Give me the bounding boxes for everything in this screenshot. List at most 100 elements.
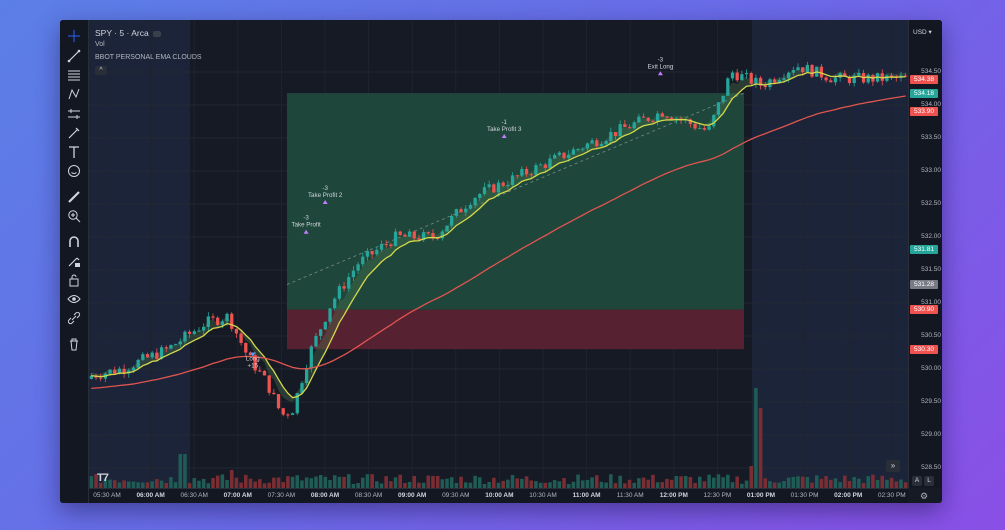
candle-body bbox=[164, 347, 168, 349]
volume-bar bbox=[627, 479, 632, 488]
auto-scale-button[interactable]: A bbox=[912, 476, 922, 486]
volume-bar bbox=[758, 408, 763, 488]
trash-icon[interactable] bbox=[66, 336, 82, 352]
candle-body bbox=[866, 75, 870, 83]
volume-bar bbox=[885, 479, 889, 488]
time-tick-label: 05:30 AM bbox=[93, 492, 121, 499]
candle-body bbox=[571, 149, 576, 155]
volume-bar bbox=[314, 476, 318, 488]
brush-icon[interactable] bbox=[66, 125, 82, 141]
eye-icon[interactable] bbox=[66, 291, 82, 307]
ema-fast-line bbox=[91, 71, 906, 399]
fib-icon[interactable] bbox=[66, 67, 82, 83]
candle-body bbox=[749, 73, 753, 84]
volume-bar bbox=[328, 480, 332, 488]
trendline-icon[interactable] bbox=[66, 48, 82, 64]
magnet-icon[interactable] bbox=[66, 234, 82, 250]
candle-body bbox=[417, 238, 421, 241]
volume-bar bbox=[346, 474, 351, 488]
zoom-icon[interactable] bbox=[66, 208, 82, 224]
volume-bar bbox=[791, 476, 796, 488]
volume-bar bbox=[707, 474, 711, 488]
candle-body bbox=[857, 73, 861, 76]
volume-bar bbox=[693, 483, 697, 488]
volume-bar bbox=[599, 481, 604, 488]
candle-body bbox=[735, 72, 739, 81]
price-tick-label: 532.00 bbox=[921, 233, 941, 240]
chart-pane[interactable]: Long +15 -3 Take Profit -3 Take Profit 2 -1 Tak… bbox=[89, 20, 908, 488]
volume-bar bbox=[688, 477, 693, 488]
candle-body bbox=[651, 120, 655, 122]
volume-indicator-label[interactable]: Vol bbox=[95, 41, 105, 48]
candle-body bbox=[763, 85, 767, 88]
price-badge: 534.18 bbox=[910, 88, 938, 98]
candle-body bbox=[262, 370, 267, 376]
volume-bar bbox=[342, 476, 346, 488]
volume-bar bbox=[421, 482, 426, 488]
candle-body bbox=[510, 175, 515, 186]
measure-icon[interactable] bbox=[66, 106, 82, 122]
candle-body bbox=[108, 369, 112, 374]
volume-bar bbox=[384, 476, 388, 488]
volume-bar bbox=[169, 477, 173, 488]
scroll-to-realtime-button[interactable]: » bbox=[886, 460, 900, 472]
volume-bar bbox=[290, 476, 295, 488]
candle-body bbox=[347, 277, 351, 289]
symbol-title[interactable]: SPY · 5 · Arca bbox=[95, 28, 161, 38]
candle-body bbox=[810, 64, 814, 77]
price-tick-label: 531.00 bbox=[921, 299, 941, 306]
candle-body bbox=[122, 368, 126, 374]
volume-bar bbox=[744, 480, 749, 488]
lock-icon[interactable] bbox=[66, 272, 82, 288]
candle-body bbox=[538, 164, 543, 166]
candle-body bbox=[534, 165, 538, 175]
ruler-icon[interactable] bbox=[66, 189, 82, 205]
volume-bar bbox=[543, 482, 548, 488]
pattern-icon[interactable] bbox=[66, 86, 82, 102]
price-tick-label: 529.50 bbox=[921, 398, 941, 405]
candle-body bbox=[169, 345, 173, 349]
currency-selector[interactable]: USD ▾ bbox=[913, 29, 932, 36]
volume-bar bbox=[473, 475, 477, 488]
time-axis[interactable]: 05:30 AM 06:00 AM 06:30 AM 07:00 AM 07:30 AM… bbox=[89, 488, 908, 503]
collapse-legend-button[interactable]: ^ bbox=[95, 66, 107, 75]
settings-icon[interactable]: ⚙ bbox=[920, 491, 929, 501]
volume-bar bbox=[899, 479, 903, 488]
volume-bar bbox=[903, 482, 908, 488]
volume-bar bbox=[300, 480, 304, 488]
drawing-toolbar bbox=[60, 20, 89, 503]
emoji-icon[interactable] bbox=[66, 163, 82, 179]
candle-body bbox=[464, 208, 468, 213]
text-icon[interactable] bbox=[66, 144, 82, 160]
volume-bar bbox=[309, 478, 314, 488]
volume-bar bbox=[562, 478, 566, 488]
log-scale-button[interactable]: L bbox=[924, 476, 934, 486]
volume-bar bbox=[201, 478, 206, 488]
volume-bar bbox=[871, 474, 875, 488]
candle-body bbox=[389, 244, 393, 246]
volume-bar bbox=[244, 474, 248, 488]
volume-bar bbox=[262, 483, 267, 488]
price-badge: 531.81 bbox=[910, 245, 938, 255]
candle-body bbox=[468, 204, 473, 209]
trade-marker bbox=[501, 134, 507, 138]
candle-body bbox=[258, 370, 262, 372]
candle-body bbox=[716, 102, 721, 115]
candle-body bbox=[590, 140, 594, 144]
volume-bar bbox=[463, 482, 468, 488]
ema-indicator-label[interactable]: BBOT PERSONAL EMA CLOUDS bbox=[95, 54, 202, 61]
candle-body bbox=[833, 77, 838, 83]
link-icon[interactable] bbox=[66, 310, 82, 326]
lock-draw-icon[interactable] bbox=[66, 253, 82, 269]
more-icon[interactable] bbox=[152, 30, 161, 37]
candle-body bbox=[412, 231, 416, 239]
volume-bar bbox=[431, 475, 435, 488]
volume-bar bbox=[248, 478, 253, 488]
price-tick-label: 533.50 bbox=[921, 134, 941, 141]
crosshair-icon[interactable] bbox=[66, 28, 82, 44]
candle-body bbox=[393, 231, 398, 246]
price-tick-label: 534.00 bbox=[921, 101, 941, 108]
candle-body bbox=[421, 232, 426, 241]
volume-bar bbox=[665, 478, 669, 488]
trade-label: Take Profit 2 bbox=[308, 192, 343, 199]
